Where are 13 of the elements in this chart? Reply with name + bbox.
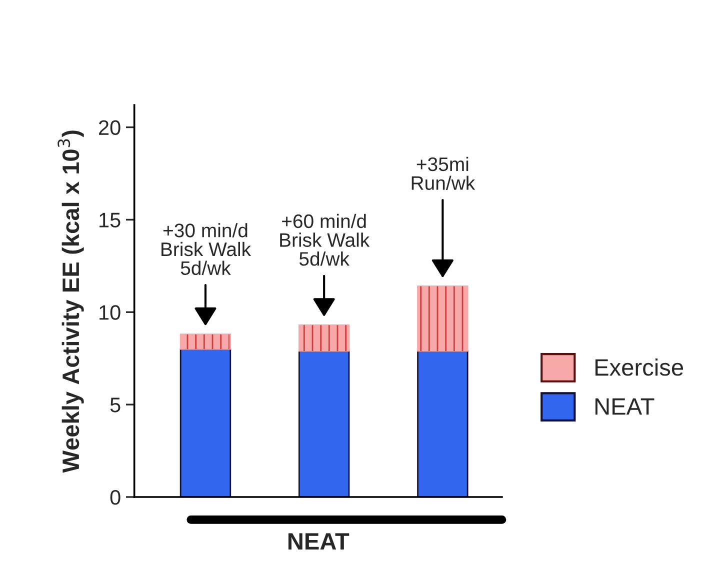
y-tick-label: 20 [99,120,120,136]
bar [417,350,468,497]
y-tick-label: 5 [110,398,120,412]
y-tick-label: 0 [110,490,120,505]
legend-label: NEAT [595,398,654,415]
y-tick-label: 15 [100,212,120,228]
annotation: +30 min/d Brisk Walk 5d/wk [162,223,252,276]
legend-label: Exercise [595,358,684,376]
y-tick-label: 10 [100,305,120,320]
x-axis-title: NEAT [288,533,350,550]
y-axis-title: Weekly Activity EE (kcal x 10$^{3}$) [58,130,84,473]
annotation: +35mi Run/wk [412,156,476,190]
annotation: +60 min/d Brisk Walk 5d/wk [280,214,370,266]
